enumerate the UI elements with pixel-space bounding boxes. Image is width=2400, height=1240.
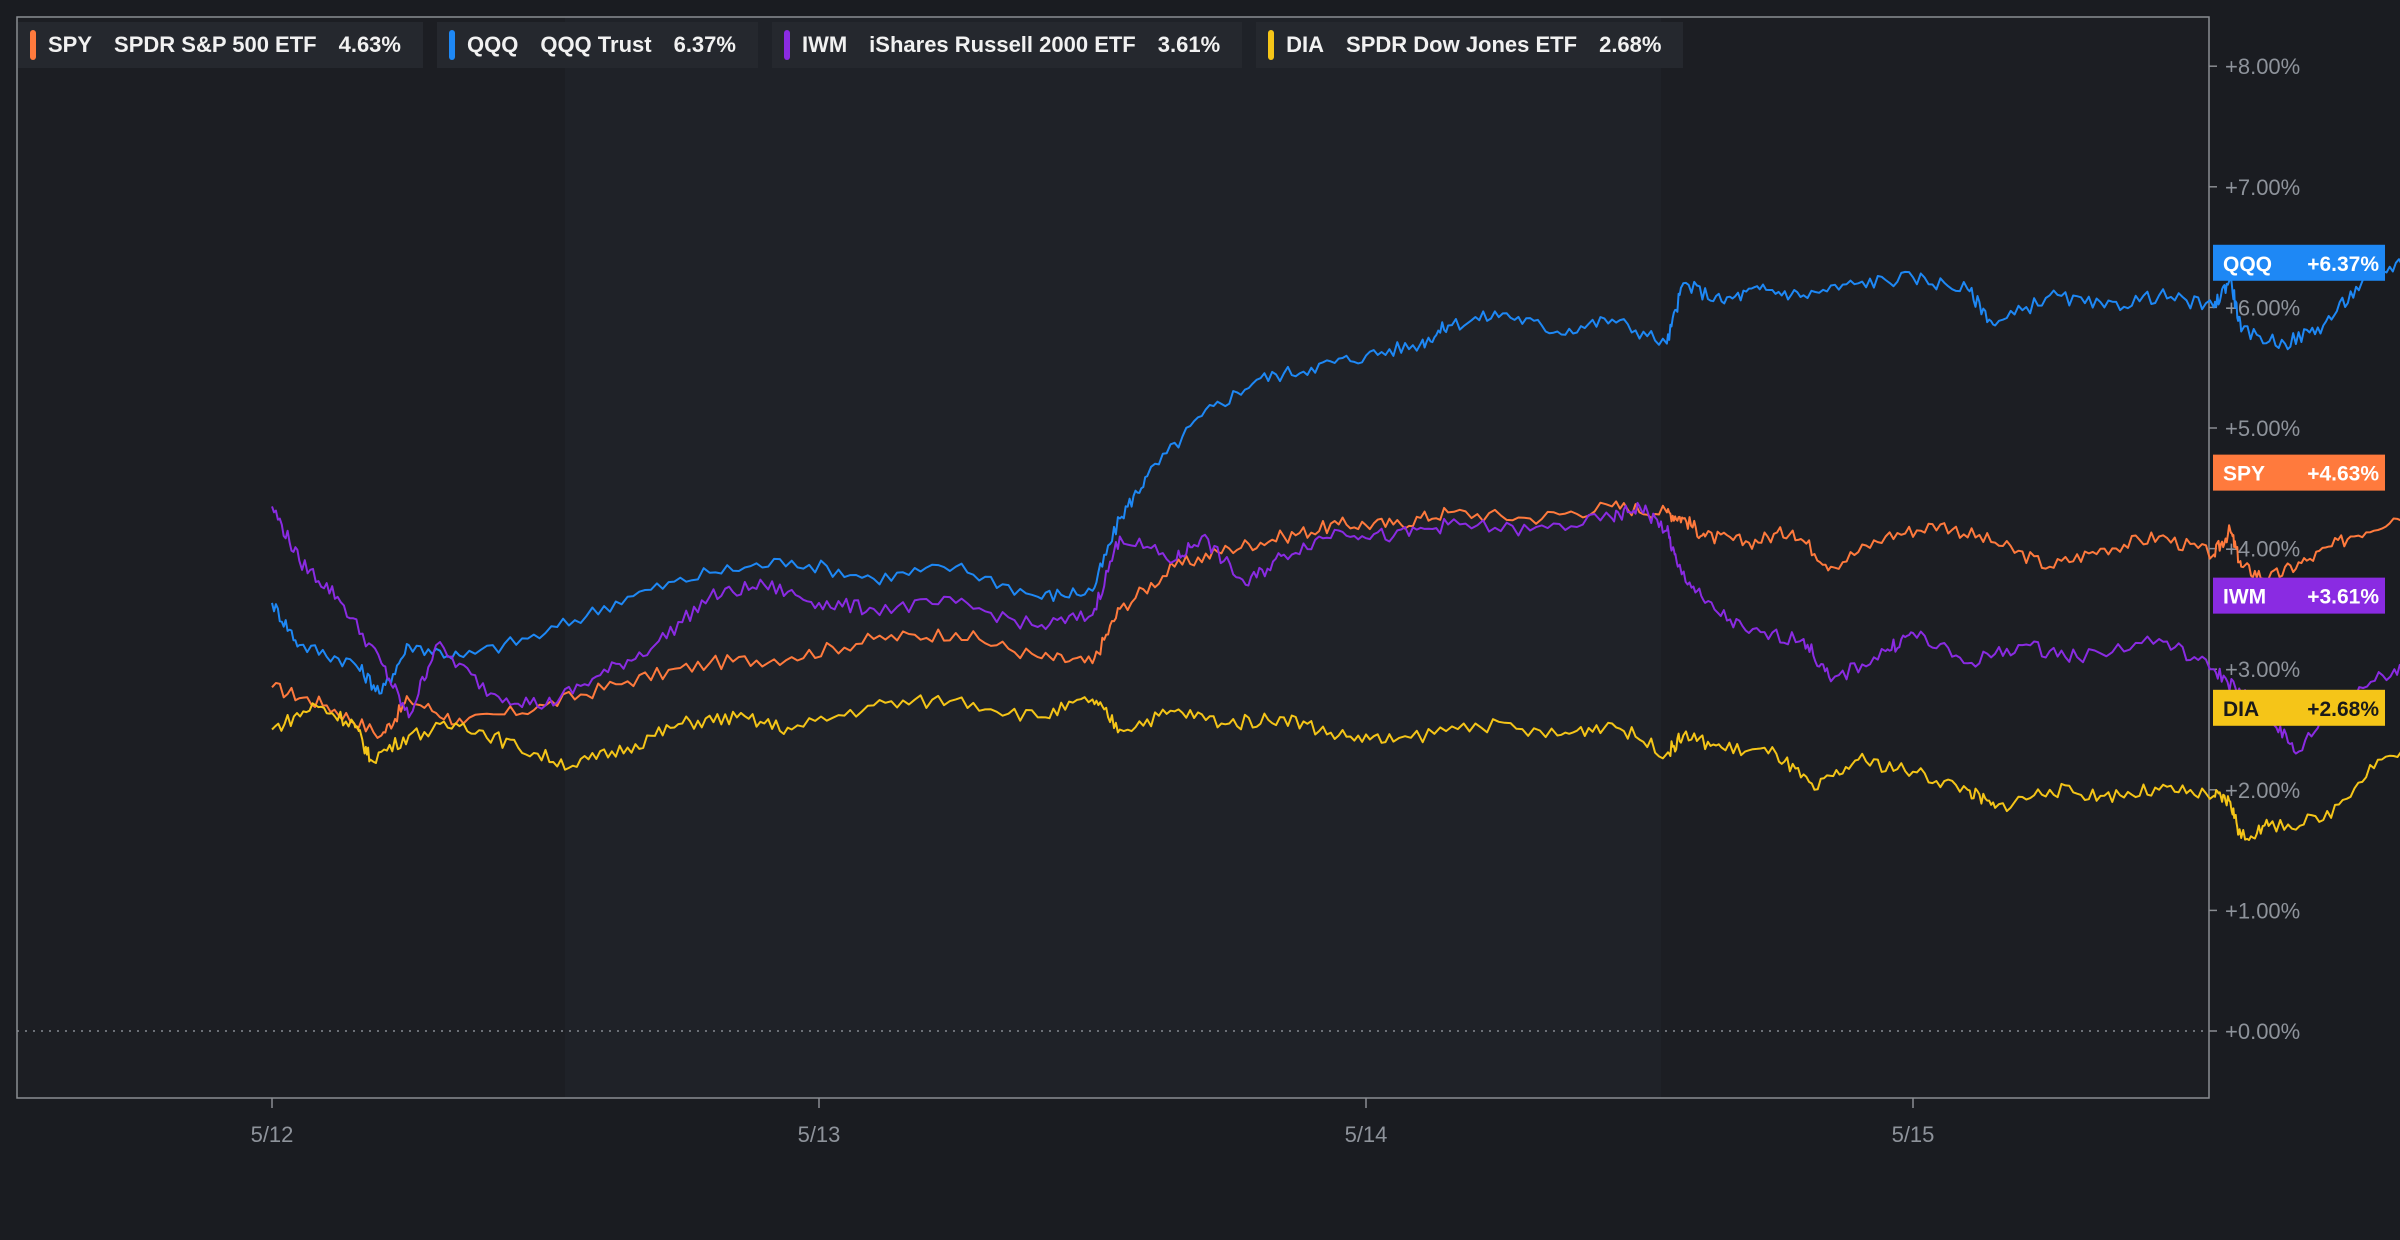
legend-item-dia[interactable]: DIA SPDR Dow Jones ETF 2.68% <box>1256 22 1684 68</box>
value-tag-symbol: DIA <box>2223 698 2259 721</box>
legend-symbol: DIA <box>1286 32 1325 57</box>
legend-change: 4.63% <box>338 32 401 57</box>
y-tick-label: +3.00% <box>2225 657 2300 682</box>
legend-swatch <box>448 30 455 60</box>
y-tick-label: +8.00% <box>2225 54 2300 79</box>
legend-item-spy[interactable]: SPY SPDR S&P 500 ETF 4.63% <box>18 22 423 68</box>
y-tick-label: +1.00% <box>2225 898 2300 923</box>
value-tag-symbol: IWM <box>2223 586 2266 609</box>
series-line-spy <box>271 500 2400 739</box>
legend-symbol: QQQ <box>466 32 519 57</box>
legend-change: 3.61% <box>1157 32 1221 57</box>
legend-swatch <box>30 30 36 60</box>
value-tag-symbol: QQQ <box>2223 253 2272 276</box>
legend-symbol: IWM <box>801 32 848 57</box>
extended-session-band <box>1661 17 2209 1098</box>
extended-session-band <box>17 17 565 1098</box>
series-line-dia <box>271 694 2400 841</box>
value-tag-bg <box>2213 689 2385 726</box>
value-tag-qqq: QQQ +6.37% <box>2213 244 2385 281</box>
y-tick-label: +2.00% <box>2225 778 2300 803</box>
legend-change: 2.68% <box>1599 32 1662 57</box>
value-tag-dia: DIA +2.68% <box>2213 689 2385 726</box>
y-tick-label: +0.00% <box>2225 1019 2300 1044</box>
value-tag-spy: SPY +4.63% <box>2213 454 2385 491</box>
value-tag-value: +2.68% <box>2307 698 2379 721</box>
value-tag-value: +6.37% <box>2307 253 2379 276</box>
legend-symbol: SPY <box>48 32 93 57</box>
value-tag-bg <box>2213 577 2385 614</box>
legend-swatch <box>1268 30 1275 60</box>
value-tag-bg <box>2213 244 2385 281</box>
x-tick-label: 5/12 <box>251 1122 294 1147</box>
legend-swatch <box>783 30 790 60</box>
value-tag-iwm: IWM +3.61% <box>2213 577 2385 614</box>
legend-item-iwm[interactable]: IWM iShares Russell 2000 ETF 3.61% <box>771 22 1243 68</box>
legend: SPY SPDR S&P 500 ETF 4.63% QQQ QQQ Trust 6.37… <box>18 22 1684 68</box>
legend-item-qqq[interactable]: QQQ QQQ Trust 6.37% <box>436 22 758 68</box>
value-tag-symbol: SPY <box>2223 463 2265 486</box>
value-tag-value: +4.63% <box>2307 463 2379 486</box>
y-tick-label: +7.00% <box>2225 175 2300 200</box>
series-line-iwm <box>271 501 2400 755</box>
legend-name: SPDR Dow Jones ETF <box>1346 32 1578 57</box>
x-tick-label: 5/13 <box>798 1122 841 1147</box>
legend-name: SPDR S&P 500 ETF <box>114 32 317 57</box>
legend-name: iShares Russell 2000 ETF <box>869 32 1136 57</box>
x-tick-label: 5/14 <box>1345 1122 1388 1147</box>
x-tick-label: 5/15 <box>1892 1122 1935 1147</box>
value-tag-bg <box>2213 454 2385 491</box>
value-tag-value: +3.61% <box>2307 586 2379 609</box>
legend-name: QQQ Trust <box>540 32 652 57</box>
legend-change: 6.37% <box>673 32 736 57</box>
y-tick-label: +5.00% <box>2225 416 2300 441</box>
